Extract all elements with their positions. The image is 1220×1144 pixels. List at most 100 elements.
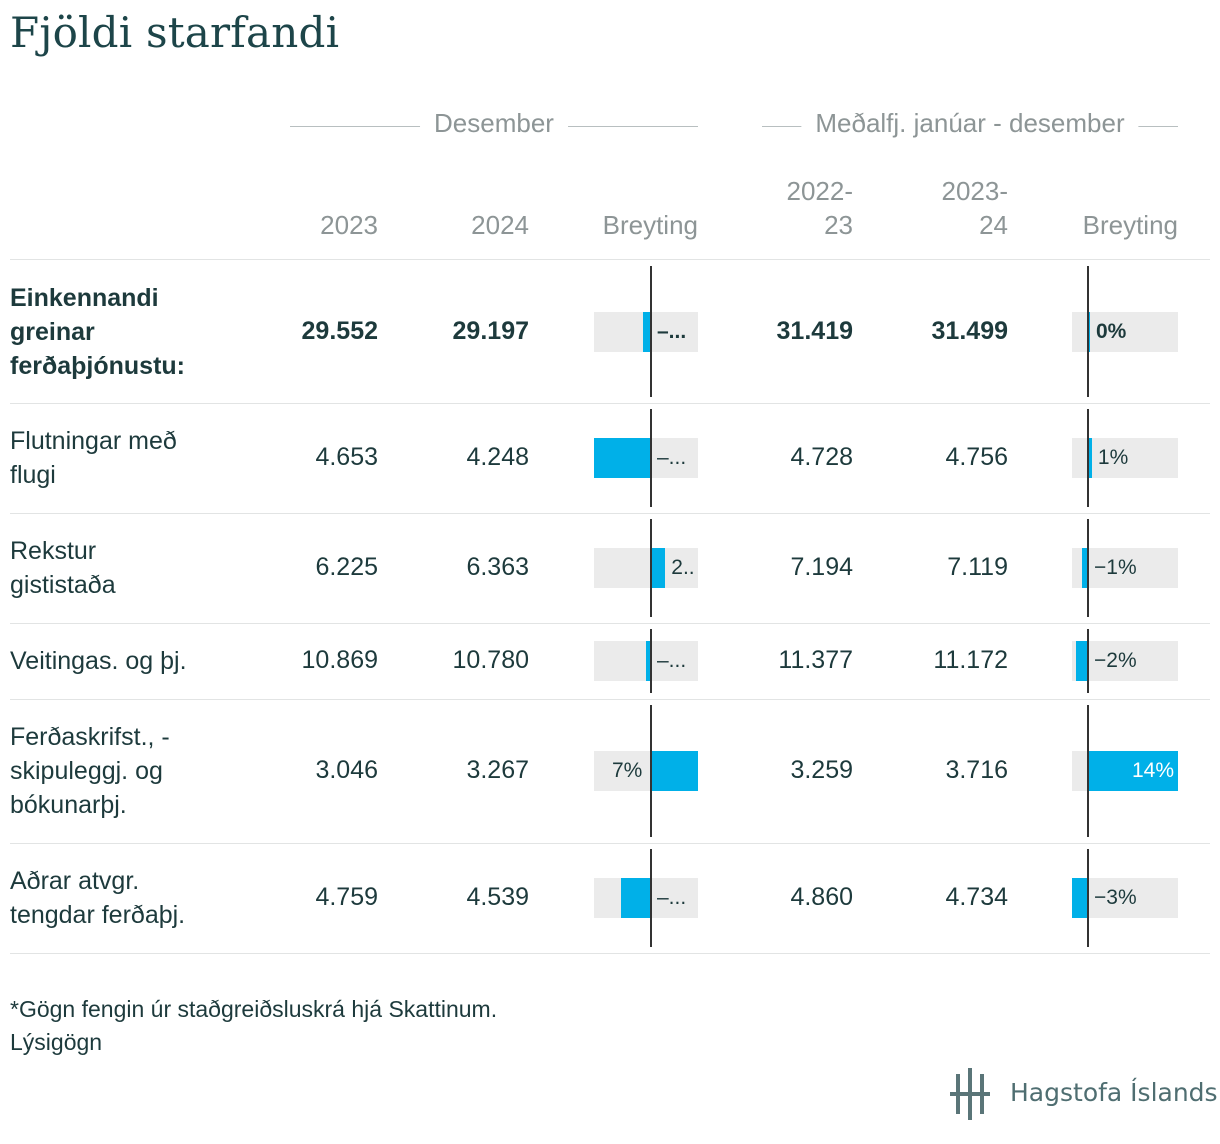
change-label: −1%: [1094, 556, 1137, 579]
change-cell-change_dec: –...: [594, 849, 698, 947]
row-label-line: Einkennandi: [10, 283, 159, 312]
value-dec2024: 4.539: [466, 883, 529, 911]
value-avg2023_24: 4.734: [945, 883, 1008, 911]
metadata-link[interactable]: Lýsigögn: [10, 1029, 103, 1055]
row-label-line: skipuleggj. og: [10, 757, 163, 785]
zero-axis: [1087, 519, 1089, 617]
value-avg2023_24: 11.172: [933, 646, 1008, 674]
row-label-line: tengdar ferðaþj.: [10, 901, 186, 929]
row-divider: [10, 843, 1210, 844]
change-cell-change_dec: 7%: [594, 705, 698, 837]
row-label-line: flugi: [10, 461, 56, 489]
value-avg2022_23: 4.728: [790, 443, 853, 471]
change-cell-change_avg: −3%: [1072, 849, 1178, 947]
row-label-line: bókunarþj.: [10, 791, 127, 819]
zero-axis: [650, 409, 652, 507]
change-bar: [621, 878, 651, 918]
row-label-line: Ferðaskrifst., -: [10, 723, 170, 751]
row-label-line: ferðaþjónustu:: [10, 351, 185, 380]
value-avg2022_23: 3.259: [790, 756, 853, 784]
row-label-line: Veitingas. og þj.: [10, 647, 187, 675]
change-label: –...: [657, 886, 687, 909]
value-dec2023: 6.225: [315, 553, 378, 581]
row-label: Flutningar með flugi: [10, 424, 240, 492]
zero-axis: [650, 266, 652, 397]
value-dec2024: 3.267: [466, 756, 529, 784]
group-header-desember: Desember: [290, 108, 698, 144]
change-bar: [1088, 751, 1178, 791]
change-bar: [645, 641, 651, 681]
change-bar: [1076, 641, 1088, 681]
col-header-2022-23: 2022- 23: [713, 174, 854, 242]
row-label: Rekstur gististaða: [10, 534, 240, 602]
row-label-line: Rekstur: [10, 537, 97, 565]
row-divider: [10, 699, 1210, 700]
change-label: –...: [657, 649, 687, 672]
value-dec2024: 29.197: [452, 316, 529, 345]
change-bar: [1072, 878, 1088, 918]
row-label-line: greinar: [10, 317, 95, 346]
row-divider: [10, 259, 1210, 260]
change-cell-change_avg: 1%: [1072, 409, 1178, 507]
row-label: Aðrar atvgr. tengdar ferðaþj.: [10, 864, 240, 932]
value-dec2023: 4.653: [315, 443, 378, 471]
row-label-line: Aðrar atvgr.: [10, 867, 140, 895]
change-bar: [1088, 438, 1092, 478]
change-label: –...: [657, 446, 687, 469]
zero-axis: [650, 849, 652, 947]
row-label-line: gististaða: [10, 571, 116, 599]
col-header-2023-24-line2: 24: [979, 210, 1008, 240]
col-header-breyting-avg: Breyting: [1082, 210, 1178, 240]
value-avg2022_23: 4.860: [790, 883, 853, 911]
change-cell-change_avg: −1%: [1072, 519, 1178, 617]
value-dec2024: 4.248: [466, 443, 529, 471]
change-track: [594, 548, 698, 588]
hagstofa-logo-icon: [950, 1068, 990, 1120]
hagstofa-logo[interactable]: Hagstofa Íslands: [950, 1064, 1218, 1124]
change-label: 14%: [1131, 759, 1174, 782]
change-cell-change_dec: 2..: [594, 519, 698, 617]
zero-axis: [1087, 849, 1089, 947]
col-header-2023-24-line1: 2023-: [941, 176, 1009, 206]
row-divider: [10, 623, 1210, 624]
change-bar: [1088, 311, 1090, 352]
row-label: Veitingas. og þj.: [10, 644, 240, 678]
col-header-2023-24: 2023- 24: [868, 174, 1009, 242]
change-label: 2..: [671, 556, 695, 579]
change-cell-change_dec: –...: [594, 629, 698, 693]
col-header-breyting-dec: Breyting: [602, 210, 698, 240]
value-dec2023: 29.552: [301, 316, 378, 345]
value-avg2023_24: 4.756: [945, 443, 1008, 471]
value-avg2023_24: 31.499: [931, 316, 1008, 345]
value-dec2023: 10.869: [301, 646, 378, 674]
change-cell-change_avg: 0%: [1072, 266, 1178, 397]
change-label: 7%: [612, 759, 643, 782]
value-dec2024: 10.780: [452, 646, 529, 674]
change-cell-change_dec: –...: [594, 266, 698, 397]
group-label-desember: Desember: [420, 108, 568, 139]
zero-axis: [1087, 705, 1089, 837]
change-bar: [643, 311, 651, 352]
row-divider: [10, 953, 1210, 954]
row-label-line: Flutningar með: [10, 427, 177, 455]
change-cell-change_dec: –...: [594, 409, 698, 507]
group-header-medalfj: Meðalfj. janúar - desember: [762, 108, 1178, 144]
change-label: −2%: [1094, 649, 1137, 672]
value-avg2022_23: 7.194: [790, 553, 853, 581]
change-bar: [1081, 548, 1088, 588]
col-header-2022-23-line1: 2022-: [786, 176, 854, 206]
change-label: 1%: [1097, 446, 1129, 469]
change-bar: [651, 751, 698, 791]
value-dec2023: 3.046: [315, 756, 378, 784]
value-dec2023: 4.759: [315, 883, 378, 911]
change-label: −3%: [1094, 886, 1137, 909]
change-track: [1072, 641, 1178, 681]
change-track: [1072, 878, 1178, 918]
row-divider: [10, 513, 1210, 514]
zero-axis: [1087, 266, 1089, 397]
col-header-2023: 2023: [320, 210, 378, 240]
change-bar: [594, 438, 651, 478]
value-avg2022_23: 11.377: [778, 646, 853, 674]
change-label: –...: [657, 319, 687, 343]
row-label: Einkennandi greinar ferðaþjónustu:: [10, 281, 240, 383]
